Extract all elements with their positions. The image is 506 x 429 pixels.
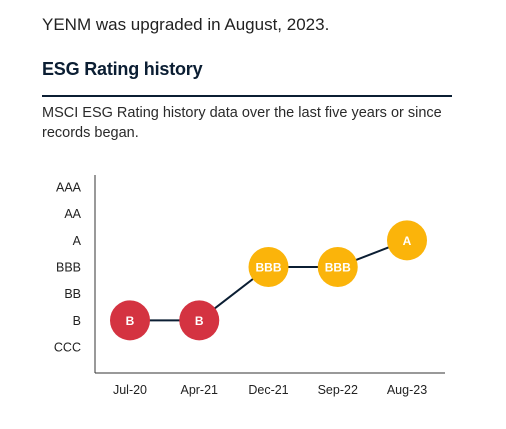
rating-point-label: B bbox=[126, 314, 135, 328]
y-tick-label: AAA bbox=[56, 181, 82, 195]
rating-point-label: BBB bbox=[256, 261, 282, 275]
section-title: ESG Rating history bbox=[42, 59, 203, 79]
rating-point bbox=[179, 300, 220, 341]
y-tick-label: AA bbox=[64, 207, 81, 221]
rating-point-label: A bbox=[403, 234, 412, 248]
rating-point bbox=[317, 247, 358, 287]
rating-point bbox=[387, 220, 427, 261]
y-tick-label: BBB bbox=[56, 261, 81, 275]
y-tick-label: CCC bbox=[54, 341, 81, 355]
y-tick-label: BB bbox=[64, 287, 81, 301]
y-tick-label: B bbox=[73, 314, 81, 328]
rating-point-label: B bbox=[195, 314, 204, 328]
x-tick-label: Aug-23 bbox=[387, 383, 427, 397]
x-tick-label: Jul-20 bbox=[113, 383, 147, 397]
upgrade-summary-text: YENM was upgraded in August, 2023. bbox=[42, 15, 330, 34]
rating-point bbox=[248, 247, 289, 287]
chart-axes bbox=[94, 175, 445, 374]
y-tick-label: A bbox=[73, 234, 82, 248]
chart-description: MSCI ESG Rating history data over the la… bbox=[42, 105, 442, 141]
x-tick-label: Dec-21 bbox=[248, 383, 288, 397]
x-tick-label: Sep-22 bbox=[318, 383, 358, 397]
title-divider bbox=[42, 95, 452, 97]
rating-point bbox=[110, 300, 150, 341]
x-tick-label: Apr-21 bbox=[180, 383, 218, 397]
rating-point-label: BBB bbox=[325, 261, 351, 275]
x-axis-tick-labels: Jul-20 Apr-21 Dec-21 Sep-22 Aug-23 bbox=[113, 383, 427, 397]
